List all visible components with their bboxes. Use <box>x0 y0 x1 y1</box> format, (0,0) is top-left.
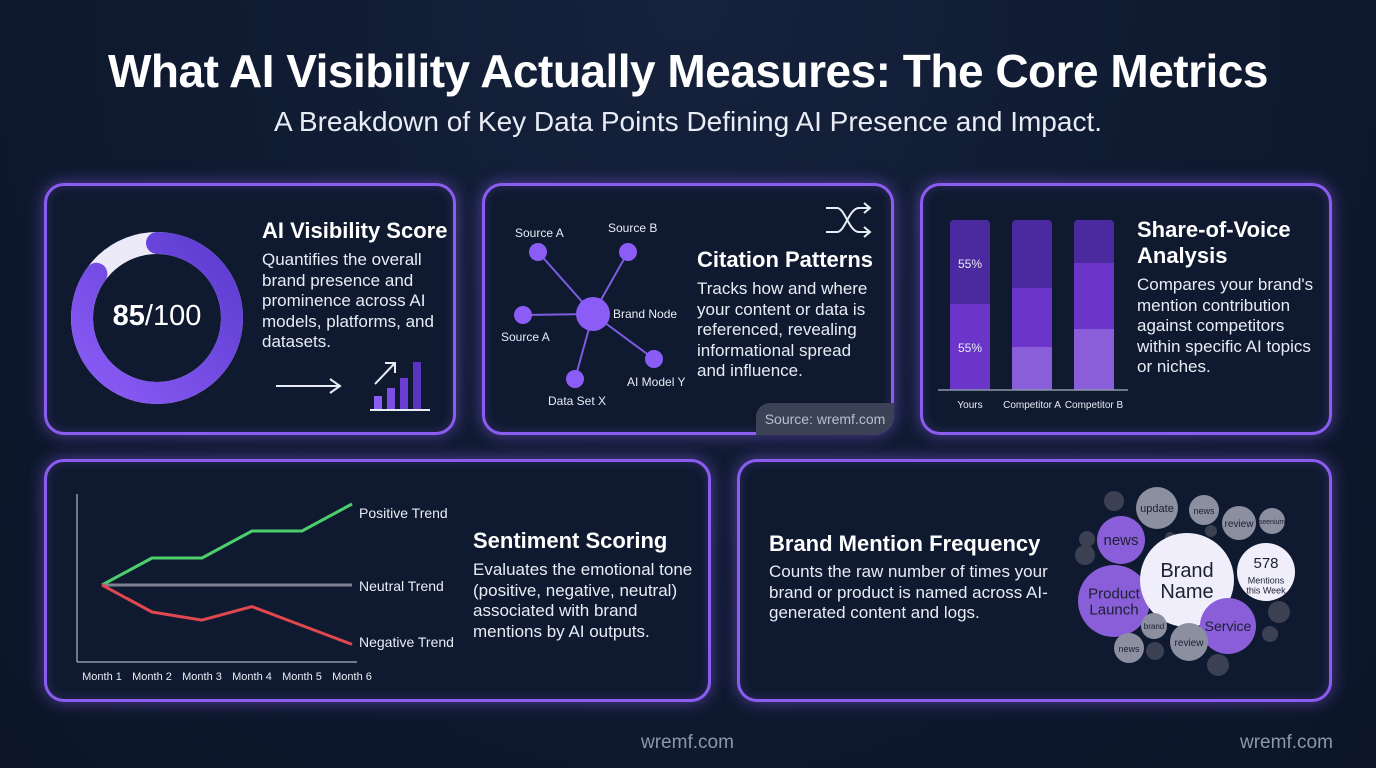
bubble <box>1079 531 1095 547</box>
sentiment-x-tick-label: Month 3 <box>182 671 222 683</box>
brand-node-label: Brand Node <box>613 307 677 321</box>
bubble-review-bottom <box>1170 623 1208 661</box>
bubble <box>1268 601 1290 623</box>
sentiment-x-tick-label: Month 4 <box>232 671 272 683</box>
brand-mention-frequency-card: Brand Mention Frequency Counts the raw n… <box>737 459 1332 702</box>
mentions-card-title: Brand Mention Frequency <box>769 531 1041 556</box>
bubble-seenium <box>1259 508 1285 534</box>
sentiment-x-tick-label: Month 6 <box>332 671 372 683</box>
score-ring <box>71 232 243 404</box>
sentiment-x-tick-label: Month 5 <box>282 671 322 683</box>
node-label: AI Model Y <box>627 375 685 389</box>
sov-bar-chart: 55% 55% Yours Competitor A Competitor B <box>938 220 1128 411</box>
sov-data-label: 55% <box>958 341 982 355</box>
node-label: Source A <box>501 330 550 344</box>
mention-count-label: Mentions this Week <box>1246 576 1286 596</box>
bubble-label: news <box>1193 506 1215 516</box>
bar-competitor-b <box>1074 220 1114 390</box>
bubble-label-product-launch: Product Launch <box>1088 586 1141 619</box>
node-label: Source A <box>515 226 564 240</box>
mentions-card-description: Counts the raw number of times your bran… <box>769 562 1048 622</box>
bubble-update <box>1136 487 1178 529</box>
series-label-neutral: Neutral Trend <box>359 578 444 594</box>
bubble <box>1205 525 1217 537</box>
bubble <box>1146 642 1164 660</box>
source-badge: Source: wremf.com <box>756 403 894 435</box>
citation-network: Brand Node Source A Source B Source A AI… <box>501 221 685 408</box>
footer-watermark-center: wremf.com <box>641 732 734 753</box>
score-value: 85 <box>112 300 145 332</box>
citation-card-description: Tracks how and where your content or dat… <box>697 279 868 380</box>
sentiment-series-line <box>101 583 353 646</box>
sentiment-x-tick-label: Month 1 <box>82 671 122 683</box>
sentiment-series-line <box>101 502 353 587</box>
ai-model-node <box>645 350 663 368</box>
source-node <box>529 243 547 261</box>
bubble-label-brand-name: Brand Name <box>1160 560 1213 603</box>
bubble <box>1207 654 1229 676</box>
bubble-service <box>1200 598 1256 654</box>
bubble-label: news <box>1103 532 1138 549</box>
ai-visibility-score-card: 85/100 AI Visibility Score Quantifies th… <box>44 183 456 435</box>
score-card-description: Quantifies the overall brand presence an… <box>262 250 434 351</box>
bubble-brand-small <box>1141 613 1167 639</box>
bubble-label: update <box>1140 503 1174 515</box>
bubble-label: review <box>1175 638 1205 649</box>
sov-category-label: Competitor A <box>1003 400 1061 411</box>
bubble <box>1104 491 1124 511</box>
footer-watermark-right: wremf.com <box>1240 732 1333 753</box>
score-card-title: AI Visibility Score <box>262 218 448 243</box>
bubble-brand-name <box>1140 533 1234 627</box>
sov-card-description: Compares your brand's mention contributi… <box>1137 275 1314 376</box>
series-label-positive: Positive Trend <box>359 505 448 521</box>
node-label: Data Set X <box>548 394 606 408</box>
source-node <box>619 243 637 261</box>
dataset-node <box>566 370 584 388</box>
sentiment-x-tick-label: Month 2 <box>132 671 172 683</box>
bubble-mention-count <box>1237 543 1295 601</box>
sov-card-title: Share-of-Voice Analysis <box>1137 217 1291 268</box>
sentiment-card-title: Sentiment Scoring <box>473 528 668 553</box>
citation-card-title: Citation Patterns <box>697 247 874 272</box>
source-node <box>514 306 532 324</box>
page-title: What AI Visibility Actually Measures: Th… <box>108 45 1268 97</box>
bubble-product-launch <box>1078 565 1150 637</box>
growth-icons <box>276 362 430 411</box>
score-max: /100 <box>144 300 202 332</box>
bubble-label: news <box>1118 644 1140 654</box>
sentiment-line-chart: Month 1 Month 2 Month 3 Month 4 Month 5 Month… <box>76 494 454 683</box>
score-ring-progress <box>71 232 243 404</box>
mention-count-value: 578 <box>1253 555 1278 572</box>
sentiment-scoring-card: Month 1 Month 2 Month 3 Month 4 Month 5 Month… <box>44 459 711 702</box>
node-label: Source B <box>608 221 657 235</box>
sov-data-label: 55% <box>958 257 982 271</box>
bubble-review-top <box>1222 506 1256 540</box>
brand-node <box>576 297 610 331</box>
bar-competitor-a <box>1012 220 1052 390</box>
share-of-voice-card: 55% 55% Yours Competitor A Competitor B … <box>920 183 1332 435</box>
bubble-label: review <box>1225 519 1255 530</box>
series-label-negative: Negative Trend <box>359 634 454 650</box>
bar-growth-icon <box>370 362 430 411</box>
sentiment-card-description: Evaluates the emotional tone (positive, … <box>473 560 693 641</box>
bar-yours <box>950 220 990 390</box>
bubble <box>1262 626 1278 642</box>
arrow-right-icon <box>276 378 342 394</box>
bubble-news-small <box>1189 495 1219 525</box>
bubble-label: Service <box>1205 618 1252 634</box>
bubble-news-bottom <box>1114 633 1144 663</box>
sov-category-label: Competitor B <box>1065 400 1124 411</box>
shuffle-icon <box>826 202 872 238</box>
bubble-label: brand <box>1144 622 1164 631</box>
page-subtitle: A Breakdown of Key Data Points Defining … <box>273 106 1103 137</box>
citation-patterns-card: Brand Node Source A Source B Source A AI… <box>482 183 894 435</box>
mention-bubble-cloud: update news review seenium news Product L… <box>1075 487 1295 676</box>
bubble-news <box>1097 516 1145 564</box>
score-display: 85/100 <box>69 300 245 333</box>
bubble <box>1075 545 1095 565</box>
sov-category-label: Yours <box>957 400 982 411</box>
bubble-label: seenium <box>1259 519 1286 526</box>
